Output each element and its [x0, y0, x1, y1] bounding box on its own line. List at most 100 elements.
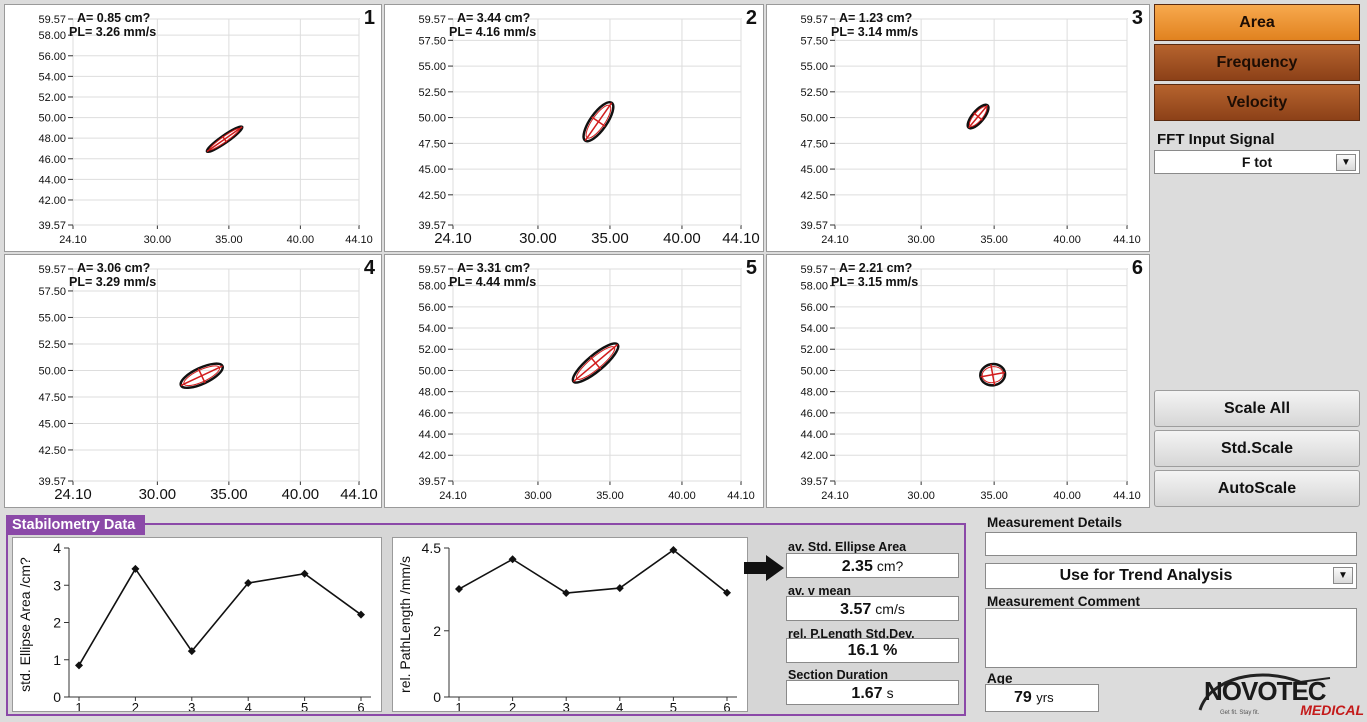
ellipse-area-readout: A= 1.23 cm? — [839, 11, 913, 25]
x-tick-label: 24.10 — [439, 490, 467, 502]
y-tick-label: 39.57 — [418, 220, 446, 232]
frequency-button[interactable]: Frequency — [1154, 44, 1360, 81]
x-tick-label: 40.00 — [282, 486, 320, 503]
x-tick-label: 30.00 — [524, 490, 552, 502]
y-tick-label: 44.00 — [38, 174, 66, 186]
section-duration-label: Section Duration — [788, 668, 889, 682]
y-tick-label: 59.57 — [800, 14, 828, 26]
x-tick-label: 35.00 — [591, 230, 629, 247]
path-length-readout: PL= 4.16 mm/s — [449, 25, 537, 39]
y-tick-label: 48.00 — [38, 133, 66, 145]
logo-tagline: Get fit. Stay fit. — [1220, 710, 1260, 716]
y-tick-label: 42.00 — [418, 450, 446, 462]
x-tick-label: 44.10 — [727, 490, 755, 502]
stabilogram-plot: 24.10 30.00 35.00 40.00 44.10 59.57 57.50 55.00… — [38, 264, 377, 503]
chevron-down-icon[interactable]: ▼ — [1333, 567, 1353, 584]
measurement-details-field[interactable] — [985, 532, 1357, 556]
stabilogram-plot: 24.10 30.00 35.00 40.00 44.10 59.57 57.50 55.00… — [800, 14, 1141, 246]
y-tick-label: 57.50 — [38, 286, 66, 298]
x-tick-label: 24.10 — [54, 486, 92, 503]
logo-text: NOVOTEC — [1204, 676, 1327, 706]
x-tick-label: 24.10 — [821, 234, 849, 246]
stabilogram-plot: 24.10 30.00 35.00 40.00 44.10 59.57 57.50 55.00… — [418, 14, 759, 247]
velocity-button[interactable]: Velocity — [1154, 84, 1360, 121]
stabilogram-panel: 24.10 30.00 35.00 40.00 44.10 59.57 58.00 56.00… — [766, 254, 1150, 508]
trend-plot: 4 3 2 1 0 1 2 3 4 5 6 std. Ellipse Area /cm? — [17, 540, 371, 711]
fft-input-signal-label: FFT Input Signal — [1157, 131, 1275, 148]
y-tick-label: 59.57 — [418, 14, 446, 26]
x-tick-label: 30.00 — [144, 234, 172, 246]
sway-ellipse — [571, 342, 620, 384]
auto-scale-button[interactable]: AutoScale — [1154, 470, 1360, 507]
y-tick-label: 57.50 — [418, 35, 446, 47]
y-tick-label: 0 — [53, 689, 61, 705]
stabilogram-panel: 24.10 30.00 35.00 40.00 44.10 59.57 57.50 55.00… — [4, 254, 382, 508]
path-length-readout: PL= 4.44 mm/s — [449, 275, 537, 289]
y-tick-label: 3 — [53, 577, 61, 593]
y-tick-label: 45.00 — [418, 164, 446, 176]
y-tick-label: 59.57 — [38, 264, 66, 276]
y-tick-label: 47.50 — [418, 138, 446, 150]
y-tick-label: 2 — [433, 623, 441, 639]
sway-minor-axis — [589, 356, 602, 370]
y-tick-label: 52.00 — [800, 344, 828, 356]
x-tick-label: 44.10 — [1113, 234, 1141, 246]
x-tick-label: 1 — [455, 700, 462, 711]
y-tick-label: 54.00 — [800, 323, 828, 335]
y-tick-label: 46.00 — [38, 154, 66, 166]
trend-point — [244, 579, 253, 588]
y-tick-label: 45.00 — [38, 418, 66, 430]
section-duration-value: 1.67 s — [786, 680, 959, 705]
stabilogram-plot: 24.10 30.00 35.00 40.00 44.10 59.57 58.00 56.00… — [38, 14, 372, 246]
y-tick-label: 52.50 — [418, 87, 446, 99]
x-tick-label: 5 — [670, 700, 677, 711]
y-tick-label: 50.00 — [800, 365, 828, 377]
stabilogram-panel: 24.10 30.00 35.00 40.00 44.10 59.57 57.50 55.00… — [766, 4, 1150, 252]
scale-all-button[interactable]: Scale All — [1154, 390, 1360, 427]
x-tick-label: 40.00 — [287, 234, 315, 246]
sway-ellipse — [582, 100, 615, 143]
x-tick-label: 3 — [563, 700, 570, 711]
ellipse-area-trend-chart: 4 3 2 1 0 1 2 3 4 5 6 std. Ellipse Area /cm? — [12, 537, 382, 712]
ellipse-area-readout: A= 2.21 cm? — [839, 261, 913, 275]
x-tick-label: 24.10 — [821, 490, 849, 502]
y-tick-label: 50.00 — [38, 113, 66, 125]
y-tick-label: 56.00 — [418, 302, 446, 314]
x-tick-label: 44.10 — [1113, 490, 1141, 502]
ellipse-area-readout: A= 3.06 cm? — [77, 261, 151, 275]
area-button[interactable]: Area — [1154, 4, 1360, 41]
x-tick-label: 4 — [245, 700, 252, 711]
av-ellipse-area-label: av. Std. Ellipse Area — [788, 540, 907, 554]
x-tick-label: 5 — [301, 700, 308, 711]
sway-ellipse — [979, 362, 1007, 387]
novotec-logo: NOVOTEC MEDICAL Get fit. Stay fit. — [1180, 668, 1364, 720]
y-tick-label: 55.00 — [418, 61, 446, 73]
trend-line — [78, 567, 362, 666]
sway-path — [575, 346, 616, 380]
y-tick-label: 56.00 — [800, 302, 828, 314]
measurement-comment-field[interactable] — [985, 608, 1357, 668]
trend-point — [669, 545, 678, 554]
y-tick-label: 39.57 — [38, 220, 66, 232]
y-tick-label: 46.00 — [418, 408, 446, 420]
x-tick-label: 3 — [188, 700, 195, 711]
y-tick-label: 39.57 — [800, 220, 828, 232]
y-tick-label: 55.00 — [800, 61, 828, 73]
trend-analysis-select[interactable]: Use for Trend Analysis ▼ — [985, 563, 1357, 589]
y-tick-label: 59.57 — [38, 14, 66, 26]
y-tick-label: 42.50 — [418, 190, 446, 202]
x-tick-label: 30.00 — [139, 486, 177, 503]
chevron-down-icon[interactable]: ▼ — [1336, 154, 1356, 171]
sway-minor-axis — [990, 364, 996, 386]
x-tick-label: 35.00 — [980, 490, 1008, 502]
x-tick-label: 4 — [616, 700, 623, 711]
trend-point — [187, 647, 196, 656]
fft-input-signal-select[interactable]: F tot ▼ — [1154, 150, 1360, 174]
path-length-readout: PL= 3.15 mm/s — [831, 275, 919, 289]
trend-point — [75, 661, 83, 670]
sway-minor-axis — [591, 116, 606, 128]
trend-point — [723, 588, 731, 597]
arrow-right-icon — [744, 555, 784, 581]
std-scale-button[interactable]: Std.Scale — [1154, 430, 1360, 467]
panel-number: 2 — [745, 7, 757, 29]
